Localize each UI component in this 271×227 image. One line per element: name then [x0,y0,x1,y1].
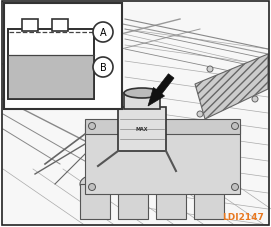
Circle shape [231,123,238,130]
Circle shape [231,184,238,191]
Text: A: A [100,28,106,38]
Bar [8,30,94,100]
Circle shape [89,184,95,191]
Bar [85,124,240,194]
Bar [118,184,148,219]
Ellipse shape [124,89,160,99]
Polygon shape [195,55,268,119]
Bar [8,30,94,100]
Polygon shape [156,74,174,94]
Circle shape [93,23,113,43]
Text: B: B [100,63,107,73]
Bar [22,20,38,32]
Circle shape [252,96,258,103]
Bar [85,119,240,134]
Polygon shape [148,88,164,106]
Circle shape [207,67,213,73]
Bar [156,184,186,219]
Ellipse shape [156,175,186,193]
Bar [124,94,160,109]
Ellipse shape [80,175,110,193]
Text: MAX: MAX [136,127,148,132]
Text: LDI2147: LDI2147 [222,212,264,221]
Ellipse shape [194,175,224,193]
Bar [4,4,122,109]
Circle shape [89,123,95,130]
Circle shape [197,111,203,118]
Bar [80,184,110,219]
Bar [52,20,68,32]
Ellipse shape [118,175,148,193]
Bar [8,56,94,100]
Circle shape [93,58,113,78]
Bar [118,108,166,151]
Bar [194,184,224,219]
